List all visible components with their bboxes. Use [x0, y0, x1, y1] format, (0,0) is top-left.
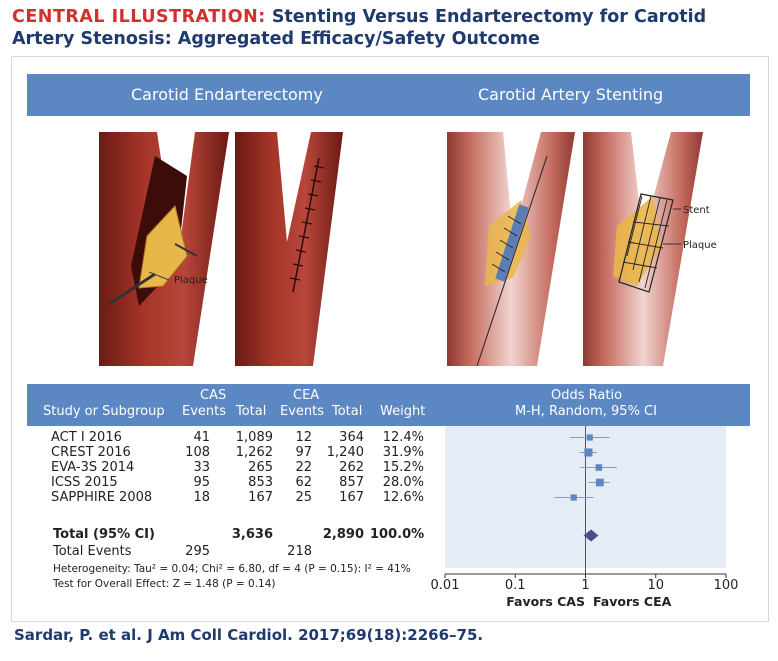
- cell-weight: 12.6%: [382, 490, 424, 505]
- cell-cas-events: 18: [193, 490, 210, 505]
- stenting-artery-delivery: [447, 132, 575, 367]
- header-cas-events: Events: [182, 404, 227, 419]
- cell-cas-total: 1,262: [235, 445, 273, 460]
- endarterectomy-artery-sutured: [235, 132, 343, 366]
- study-marker: [570, 494, 577, 501]
- table-row: ACT I 2016 41 1,089 12 364 12.4%: [0, 430, 440, 447]
- cell-cea-total: 857: [339, 475, 364, 490]
- panel-title-endarterectomy: Carotid Endarterectomy: [131, 85, 323, 104]
- pooled-diamond: [583, 529, 599, 542]
- heterogeneity-text: Heterogeneity: Tau² = 0.04; Chi² = 6.80,…: [53, 563, 411, 575]
- cell-cea-events: 62: [295, 475, 312, 490]
- cell-cea-total: 262: [339, 460, 364, 475]
- cell-study: CREST 2016: [51, 445, 131, 460]
- total-cas: 3,636: [231, 527, 273, 542]
- cell-cas-total: 167: [248, 490, 273, 505]
- cell-cea-total: 364: [339, 430, 364, 445]
- citation: Sardar, P. et al. J Am Coll Cardiol. 201…: [14, 626, 484, 644]
- header-study: Study or Subgroup: [43, 404, 165, 419]
- table-events-row: Total Events 295 218: [0, 544, 440, 561]
- header-or-method: M-H, Random, 95% CI: [515, 404, 657, 419]
- favors-cea: Favors CEA: [593, 594, 672, 609]
- panel-header: Carotid Endarterectomy Carotid Artery St…: [27, 74, 750, 116]
- total-cea: 2,890: [322, 527, 364, 542]
- x-axis-ticks: 0.01 0.1 1 10 100: [431, 574, 739, 593]
- figure-title: CENTRAL ILLUSTRATION: Stenting Versus En…: [12, 6, 772, 50]
- header-cea: CEA: [293, 388, 320, 403]
- table-row: SAPPHIRE 2008 18 167 25 167 12.6%: [0, 490, 440, 507]
- study-marker: [595, 478, 604, 487]
- study-marker: [586, 434, 593, 441]
- forest-plot: 0.01 0.1 1 10 100 Favors CAS Favors CEA: [431, 426, 739, 609]
- cell-cas-total: 853: [248, 475, 273, 490]
- cell-cas-total: 1,089: [235, 430, 273, 445]
- header-cas: CAS: [200, 388, 227, 403]
- cell-cea-events: 22: [295, 460, 312, 475]
- cell-cea-events: 97: [295, 445, 312, 460]
- cell-study: EVA-3S 2014: [51, 460, 135, 475]
- artery-illustrations: Plaque: [99, 132, 717, 367]
- cell-cea-events: 12: [295, 430, 312, 445]
- stenting-artery-deployed: [583, 132, 703, 366]
- table-row: ICSS 2015 95 853 62 857 28.0%: [0, 475, 440, 492]
- header-cea-events: Events: [280, 404, 325, 419]
- cell-cas-events: 41: [193, 430, 210, 445]
- cell-cas-events: 108: [185, 445, 210, 460]
- events-cas: 295: [185, 544, 210, 559]
- cell-cea-total: 1,240: [326, 445, 364, 460]
- cell-study: SAPPHIRE 2008: [51, 490, 153, 505]
- study-marker: [584, 448, 593, 457]
- events-cea: 218: [287, 544, 312, 559]
- cell-weight: 31.9%: [382, 445, 424, 460]
- label-plaque-right: Plaque: [683, 240, 717, 251]
- table-row: EVA-3S 2014 33 265 22 262 15.2%: [0, 460, 440, 477]
- table-total-row: Total (95% CI) 3,636 2,890 100.0%: [0, 527, 440, 544]
- label-plaque-left: Plaque: [174, 275, 208, 286]
- x-tick-label: 0.1: [505, 578, 526, 593]
- header-odds-ratio: Odds Ratio: [551, 388, 623, 403]
- x-tick-label: 100: [714, 578, 739, 593]
- cell-cea-events: 25: [295, 490, 312, 505]
- study-markers: [554, 434, 617, 501]
- title-text: Stenting Versus Endarterectomy for Carot…: [12, 7, 707, 49]
- total-label: Total (95% CI): [53, 527, 155, 542]
- x-tick-label: 1: [581, 578, 589, 593]
- cell-cea-total: 167: [339, 490, 364, 505]
- cell-cas-total: 265: [248, 460, 273, 475]
- events-label: Total Events: [53, 544, 132, 559]
- header-cas-total: Total: [236, 404, 267, 419]
- panel-title-stenting: Carotid Artery Stenting: [478, 85, 664, 104]
- cell-cas-events: 95: [193, 475, 210, 490]
- study-marker: [595, 464, 603, 471]
- overall-effect-text: Test for Overall Effect: Z = 1.48 (P = 0…: [53, 578, 276, 590]
- cell-weight: 15.2%: [382, 460, 424, 475]
- cell-weight: 12.4%: [382, 430, 424, 445]
- table-header-bar: Study or Subgroup CAS Events Total CEA E…: [27, 384, 750, 426]
- study-table: ACT I 2016 41 1,089 12 364 12.4% CREST 2…: [0, 426, 445, 626]
- x-tick-label: 10: [647, 578, 664, 593]
- cell-cas-events: 33: [193, 460, 210, 475]
- cell-study: ACT I 2016: [51, 430, 122, 445]
- cell-study: ICSS 2015: [51, 475, 118, 490]
- table-row: CREST 2016 108 1,262 97 1,240 31.9%: [0, 445, 440, 462]
- cell-weight: 28.0%: [382, 475, 424, 490]
- label-stent: Stent: [683, 205, 710, 216]
- total-weight: 100.0%: [370, 527, 425, 542]
- favors-cas: Favors CAS: [506, 594, 585, 609]
- header-weight: Weight: [380, 404, 426, 419]
- title-lead: CENTRAL ILLUSTRATION:: [12, 7, 266, 27]
- endarterectomy-artery-open: [99, 132, 229, 366]
- header-cea-total: Total: [332, 404, 363, 419]
- x-tick-label: 0.01: [431, 578, 460, 593]
